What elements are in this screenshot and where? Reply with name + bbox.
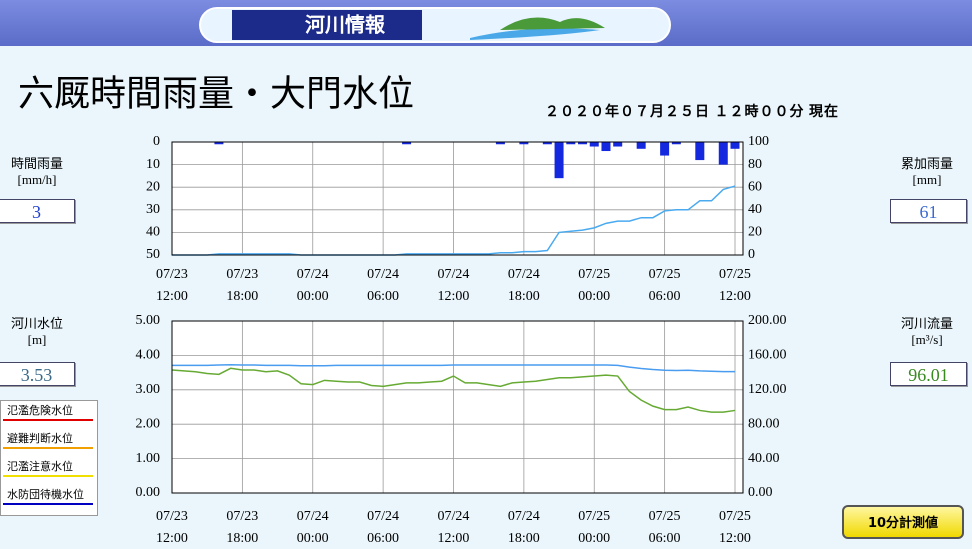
bar <box>578 142 588 145</box>
legend-label: 氾濫注意水位 <box>7 461 73 473</box>
plot-border <box>171 141 744 256</box>
timestamp: ２０２０年０７月２５日 １２時００分 現在 <box>545 103 839 120</box>
bar <box>695 142 705 161</box>
y-tick-label: 40.00 <box>748 451 780 466</box>
legend-line <box>3 447 93 449</box>
y-tick-label: 4.00 <box>136 348 161 363</box>
x-tick-label: 07/24 12:00 <box>437 267 470 304</box>
page-title: 六厩時間雨量・大門水位 <box>18 73 414 113</box>
x-tick-label: 07/24 18:00 <box>507 267 540 304</box>
x-tick-label: 07/23 12:00 <box>156 509 188 546</box>
legend-label: 水防団待機水位 <box>7 489 84 501</box>
x-tick-label: 07/25 00:00 <box>578 267 611 304</box>
x-tick-label: 07/25 06:00 <box>648 509 681 546</box>
x-tick-label: 07/23 12:00 <box>156 267 188 304</box>
y-tick-label: 1.00 <box>136 451 161 466</box>
x-tick-label: 07/25 12:00 <box>719 267 751 304</box>
panel-unit: [mm] <box>912 172 942 187</box>
legend-line <box>3 475 93 477</box>
y-tick-label: 2.00 <box>136 416 161 431</box>
y-tick-label: 60 <box>748 179 762 194</box>
panel-value: 61 <box>890 199 967 223</box>
bar <box>671 142 681 145</box>
y-tick-label: 30 <box>146 202 160 217</box>
x-tick-label: 07/24 18:00 <box>507 509 540 546</box>
line <box>172 185 736 256</box>
bar <box>519 142 529 145</box>
panel-label: 河川流量 <box>900 316 953 331</box>
bar <box>566 142 576 145</box>
x-tick-label: 07/25 12:00 <box>719 509 751 546</box>
bar <box>613 142 623 147</box>
plot-area <box>171 141 744 256</box>
plot-border <box>171 320 744 494</box>
bar <box>554 142 564 179</box>
bar <box>660 142 670 156</box>
y-tick-label: 120.00 <box>748 382 787 397</box>
legend-line <box>3 503 93 505</box>
bar <box>402 142 412 145</box>
y-tick-label: 50 <box>146 247 160 262</box>
legend: 氾濫危険水位 避難判断水位 氾濫注意水位 水防団待機水位 <box>0 400 98 516</box>
plot-area <box>171 320 744 494</box>
y-tick-label: 160.00 <box>748 348 787 363</box>
panel-value: 96.01 <box>890 362 967 386</box>
legend-line <box>3 419 93 421</box>
x-tick-label: 07/25 06:00 <box>648 267 681 304</box>
panel-unit: [mm/h] <box>17 172 57 187</box>
bar <box>636 142 646 149</box>
y-tick-label: 3.00 <box>136 382 161 397</box>
x-tick-label: 07/24 06:00 <box>367 509 400 546</box>
y-tick-label: 5.00 <box>136 313 161 328</box>
button[interactable]: 10分計測値 <box>842 505 964 539</box>
river-icon <box>470 28 600 40</box>
bar <box>495 142 505 145</box>
panel-unit: [m] <box>27 332 47 347</box>
legend-label: 避難判断水位 <box>7 433 73 445</box>
y-tick-label: 200.00 <box>748 313 787 328</box>
bar <box>730 142 740 149</box>
y-tick-label: 0 <box>153 134 160 149</box>
panel-value: 3.53 <box>0 362 75 386</box>
panel-label: 累加雨量 <box>900 156 953 171</box>
x-tick-label: 07/23 18:00 <box>226 267 259 304</box>
bar <box>542 142 552 145</box>
bar <box>589 142 599 147</box>
y-tick-label: 80 <box>748 157 762 172</box>
y-tick-label: 0.00 <box>748 485 773 500</box>
panel-label: 河川水位 <box>10 316 63 331</box>
bar <box>718 142 728 165</box>
legend-label: 氾濫危険水位 <box>7 405 73 417</box>
bar <box>601 142 611 152</box>
mountain-icon <box>500 17 605 30</box>
panel-value: 3 <box>0 199 75 223</box>
y-tick-label: 100 <box>748 134 769 149</box>
x-tick-label: 07/23 18:00 <box>226 509 259 546</box>
y-tick-label: 20 <box>748 225 762 240</box>
panel-unit: [m³/s] <box>911 332 943 347</box>
x-tick-label: 07/24 00:00 <box>296 509 329 546</box>
x-tick-label: 07/24 12:00 <box>437 509 470 546</box>
header-title-bg <box>232 10 422 40</box>
line <box>171 367 736 413</box>
y-tick-label: 20 <box>146 179 160 194</box>
bar <box>214 142 224 145</box>
y-tick-label: 40 <box>146 225 160 240</box>
y-tick-label: 40 <box>748 202 762 217</box>
y-tick-label: 0.00 <box>136 485 161 500</box>
y-tick-label: 10 <box>146 157 160 172</box>
x-tick-label: 07/24 00:00 <box>296 267 329 304</box>
header-title: 河川情報 <box>305 13 386 37</box>
y-tick-label: 0 <box>748 247 755 262</box>
x-tick-label: 07/24 06:00 <box>367 267 400 304</box>
line <box>172 363 735 373</box>
y-tick-label: 80.00 <box>748 416 780 431</box>
x-tick-label: 07/25 00:00 <box>578 509 611 546</box>
panel-label: 時間雨量 <box>10 156 63 171</box>
